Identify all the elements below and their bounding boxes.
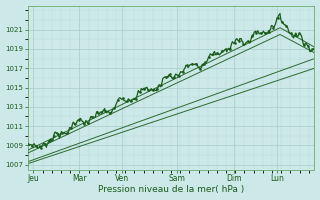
X-axis label: Pression niveau de la mer( hPa ): Pression niveau de la mer( hPa ) — [98, 185, 244, 194]
